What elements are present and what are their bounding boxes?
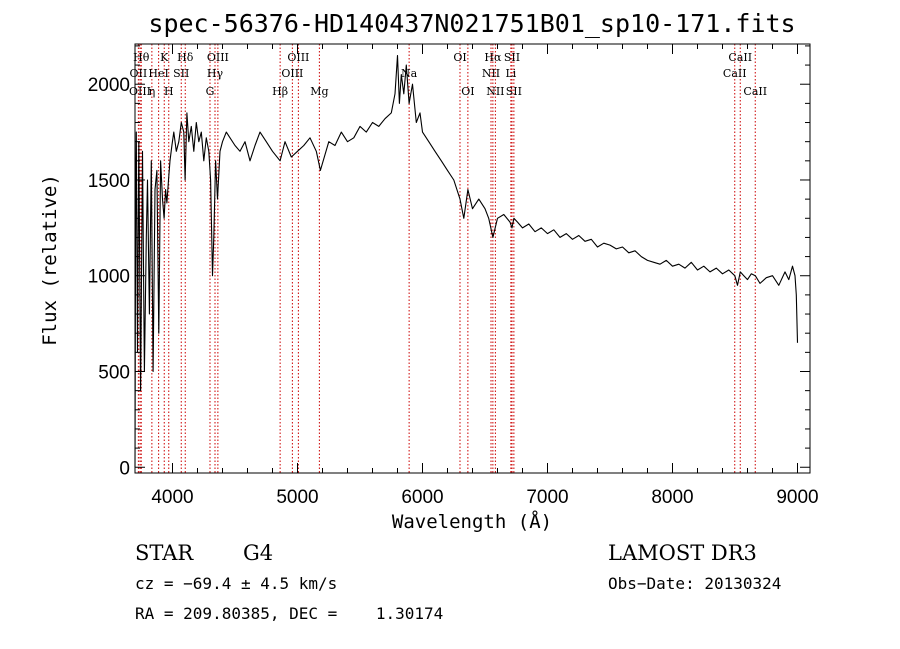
line-label: K (160, 51, 169, 64)
line-label: SII (506, 85, 522, 98)
line-label: Hθ (133, 51, 150, 64)
emission-line-markers (137, 44, 756, 473)
line-label: G (206, 85, 215, 98)
line-label: H (164, 85, 174, 98)
y-tick-label: 0 (119, 458, 130, 479)
x-tick-label: 4000 (151, 487, 193, 508)
line-label: Hδ (177, 51, 194, 64)
emission-line-labels: HθOIIOIIIηHeIKHSIIHδGHγOIIIHβOIIIOIIIMgN… (129, 51, 767, 98)
observation-date: Obs−Date: 20130324 (608, 574, 781, 593)
line-label: SII (173, 67, 189, 80)
line-label: CaII (728, 51, 752, 64)
x-tick-label: 6000 (401, 487, 443, 508)
survey-name: LAMOST DR3 (608, 541, 757, 565)
y-tick-label: 1000 (88, 267, 130, 288)
y-tick-label: 1500 (88, 171, 130, 192)
line-label: HeI (148, 67, 168, 80)
chart-title: spec-56376-HD140437N021751B01_sp10-171.f… (148, 9, 795, 38)
x-axis-ticks: 4000 5000 6000 7000 8000 9000 (151, 44, 819, 508)
line-label: CaII (743, 85, 767, 98)
coordinates-readout: RA = 209.80385, DEC = 1.30174 (135, 604, 443, 623)
x-tick-label: 8000 (651, 487, 693, 508)
line-label: CaII (723, 67, 747, 80)
line-label: Li (505, 67, 516, 80)
y-axis-ticks: 0 500 1000 1500 2000 (88, 45, 810, 479)
line-label: OIII (207, 51, 229, 64)
line-label: Hα (484, 51, 502, 64)
line-label: OI (453, 51, 466, 64)
spectrum-line (134, 54, 799, 468)
line-label: Hγ (207, 67, 224, 80)
line-label: OIII (129, 85, 151, 98)
x-tick-label: 5000 (276, 487, 318, 508)
line-label: η (149, 85, 156, 98)
y-tick-label: 2000 (88, 75, 130, 96)
plot-frame (134, 43, 811, 474)
object-type: STAR (135, 541, 194, 565)
line-label: NII (486, 85, 504, 98)
line-label: OIII (287, 51, 309, 64)
redshift-readout: cz = −69.4 ± 4.5 km/s (135, 574, 337, 593)
spectral-subclass: G4 (243, 541, 273, 565)
x-axis-label: Wavelength (Å) (392, 510, 552, 533)
y-axis-label: Flux (relative) (39, 174, 61, 346)
line-label: Mg (310, 85, 328, 98)
line-label: NII (482, 67, 500, 80)
x-tick-label: 9000 (776, 487, 818, 508)
y-tick-label: 500 (98, 362, 130, 383)
line-label: OIII (281, 67, 303, 80)
spectrum-series (134, 54, 799, 468)
line-label: OI (461, 85, 474, 98)
line-label: Hβ (272, 85, 288, 98)
line-label: SII (504, 51, 520, 64)
line-label: OII (130, 67, 148, 80)
x-tick-label: 7000 (526, 487, 568, 508)
line-label: Na (401, 67, 418, 80)
